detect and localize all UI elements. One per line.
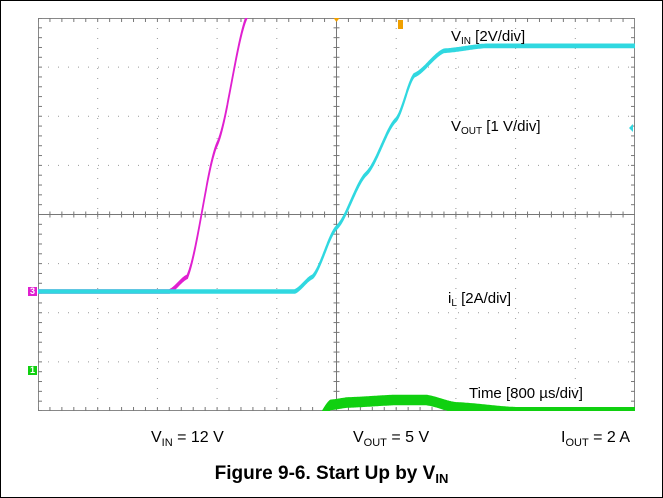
time-scale-label: Time [800 µs/div] bbox=[469, 385, 583, 402]
trace-vin bbox=[38, 18, 249, 294]
trace-band bbox=[38, 43, 635, 294]
trace-band bbox=[321, 394, 635, 411]
trace-il bbox=[321, 394, 635, 411]
ch1-marker: 1 bbox=[28, 365, 37, 375]
trace-band bbox=[38, 18, 249, 294]
condition-vout: VOUT = 5 V bbox=[353, 429, 430, 449]
ch3-marker: 3 bbox=[28, 286, 37, 296]
trace-vout bbox=[38, 43, 635, 294]
condition-iout: IOUT = 2 A bbox=[561, 429, 631, 449]
vout-level-marker bbox=[629, 124, 633, 132]
scope-grid bbox=[38, 18, 635, 411]
il-scale-label: iL [2A/div] bbox=[448, 290, 512, 309]
oscilloscope-screen: VIN [2V/div] VOUT [1 V/div] iL [2A/div] … bbox=[38, 18, 635, 411]
trigger-position-marker bbox=[333, 18, 340, 22]
condition-vin: VIN = 12 V bbox=[151, 429, 224, 449]
scope-plot bbox=[38, 18, 635, 411]
figure-title: Figure 9-6. Start Up by VIN bbox=[214, 463, 449, 486]
vout-scale-label: VOUT [1 V/div] bbox=[451, 118, 541, 137]
vin-scale-label: VIN [2V/div] bbox=[451, 28, 526, 47]
trigger-level-marker bbox=[398, 20, 403, 29]
